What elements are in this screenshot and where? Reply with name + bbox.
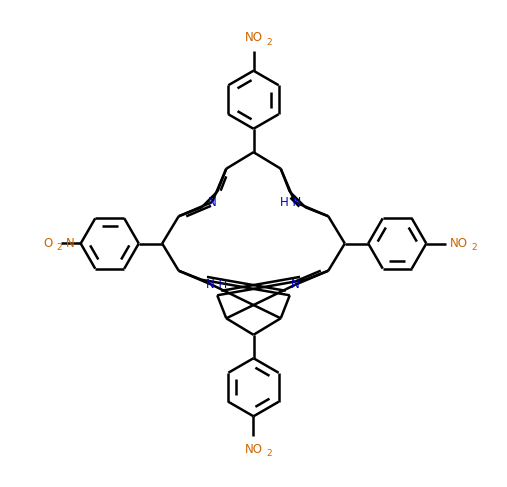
Text: NO: NO (450, 237, 468, 250)
Text: 2: 2 (56, 243, 61, 252)
Text: 2: 2 (266, 37, 272, 47)
Text: H N: H N (279, 196, 301, 208)
Text: NO: NO (244, 443, 263, 455)
Text: 2: 2 (472, 243, 477, 252)
Text: 2: 2 (266, 449, 272, 458)
Text: N: N (208, 196, 216, 208)
Text: O: O (43, 237, 53, 250)
Text: N: N (291, 279, 299, 291)
Text: N H: N H (206, 279, 228, 291)
Text: N: N (65, 237, 75, 250)
Text: NO: NO (244, 32, 263, 44)
